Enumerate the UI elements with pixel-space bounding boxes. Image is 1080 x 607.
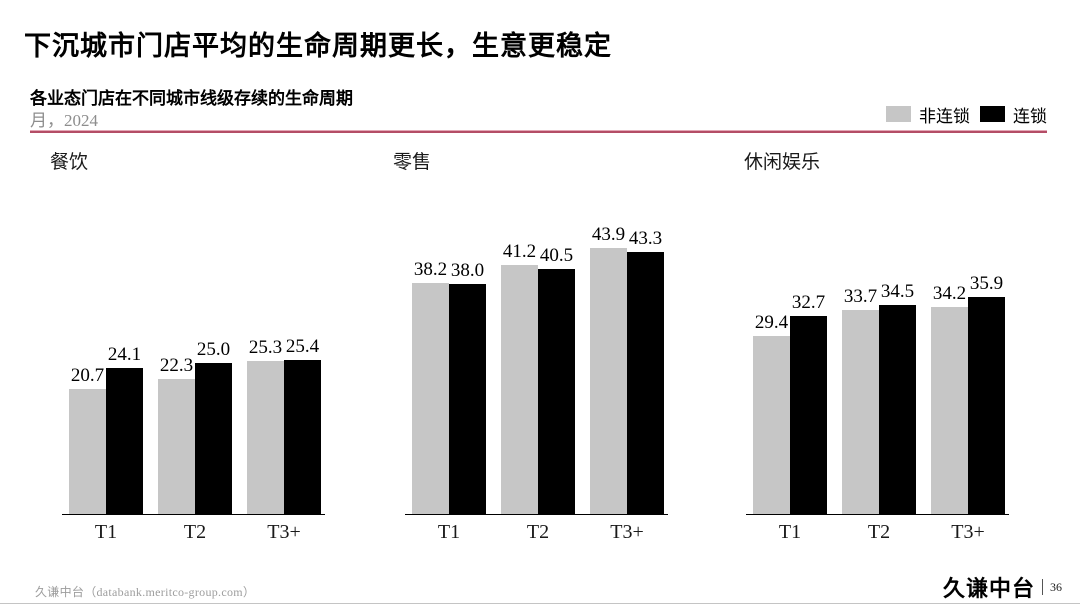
bar (842, 310, 879, 514)
bar-value-label: 25.3 (248, 336, 283, 358)
bar (247, 360, 284, 514)
bar-value-label: 41.2 (502, 240, 537, 262)
panel-title: 餐饮 (50, 152, 89, 173)
bar-value-label: 40.5 (539, 244, 574, 266)
bar-value-label: 35.9 (969, 272, 1004, 294)
bar-value-label: 33.7 (843, 286, 878, 308)
chain-swatch-icon (980, 106, 1005, 122)
chart-panel-restaurant: 餐饮 20.7 22.3 25.3 24.1 25.0 25.4 T1 T2 T3+ (50, 145, 325, 555)
plot-area: 38.2 41.2 43.9 38.0 40.5 43.3 (405, 198, 668, 515)
category-label: T2 (183, 521, 207, 543)
category-label: T1 (437, 521, 461, 543)
legend-label: 连锁 (1013, 106, 1047, 126)
page-title: 下沉城市门店平均的生命周期更长，生意更稳定 (24, 31, 612, 61)
bar (590, 248, 627, 514)
accent-divider-line (30, 130, 1047, 133)
category-label: T1 (778, 521, 802, 543)
bar-value-label: 38.0 (450, 260, 485, 282)
bar-value-label: 34.5 (880, 281, 915, 303)
legend: 非连锁 连锁 (886, 102, 1047, 127)
panel-title: 休闲娱乐 (744, 152, 821, 173)
legend-label: 非连锁 (919, 106, 970, 126)
bar (931, 307, 968, 514)
bar (106, 368, 143, 514)
category-axis: T1 T2 T3+ (405, 521, 668, 547)
bar-value-label: 32.7 (791, 292, 826, 314)
bar (195, 362, 232, 514)
bar (538, 268, 575, 514)
bar (501, 264, 538, 514)
bar (158, 379, 195, 514)
category-label: T3+ (610, 521, 644, 543)
panel-title: 零售 (393, 152, 432, 173)
category-axis: T1 T2 T3+ (746, 521, 1009, 547)
bar-value-label: 34.2 (932, 283, 967, 305)
nonchain-swatch-icon (886, 106, 911, 122)
bar-value-label: 43.3 (628, 228, 663, 250)
bar (284, 360, 321, 514)
category-axis: T1 T2 T3+ (62, 521, 325, 547)
chart-panel-leisure: 休闲娱乐 29.4 33.7 34.2 32.7 34.5 35.9 T1 T2 T3+ (744, 145, 1009, 555)
plot-area: 29.4 33.7 34.2 32.7 34.5 35.9 (746, 198, 1009, 515)
bar (879, 305, 916, 514)
chart-subtitle: 各业态门店在不同城市线级存续的生命周期 (30, 89, 353, 108)
bar (627, 252, 664, 514)
bar (753, 336, 790, 514)
chart-panel-retail: 零售 38.2 41.2 43.9 38.0 40.5 43.3 T1 T2 T3+ (393, 145, 668, 555)
footer-brand: 久谦中台 36 (943, 571, 1062, 603)
bar-value-label: 38.2 (413, 258, 448, 280)
bar-value-label: 22.3 (159, 355, 194, 377)
legend-item-nonchain: 非连锁 (886, 102, 970, 127)
chart-unit-label: 月，2024 (30, 111, 98, 130)
bar-value-label: 29.4 (754, 312, 789, 334)
bar (968, 296, 1005, 514)
bar-value-label: 43.9 (591, 224, 626, 246)
bar (69, 388, 106, 514)
plot-area: 20.7 22.3 25.3 24.1 25.0 25.4 (62, 198, 325, 515)
category-label: T2 (867, 521, 891, 543)
bar (790, 316, 827, 514)
bar (449, 284, 486, 514)
page-number: 36 (1050, 579, 1062, 594)
bar-value-label: 25.4 (285, 336, 320, 358)
brand-logo: 久谦中台 (942, 576, 1035, 601)
legend-item-chain: 连锁 (980, 102, 1047, 127)
category-label: T2 (526, 521, 550, 543)
brand-separator (1042, 579, 1043, 595)
bar-value-label: 25.0 (196, 338, 231, 360)
bar (412, 282, 449, 514)
bar-value-label: 20.7 (70, 364, 105, 386)
footer-divider-line (0, 603, 1080, 604)
footer-source: 久谦中台（databank.meritco-group.com） (35, 585, 256, 599)
category-label: T1 (94, 521, 118, 543)
bar-value-label: 24.1 (107, 344, 142, 366)
category-label: T3+ (267, 521, 301, 543)
category-label: T3+ (951, 521, 985, 543)
